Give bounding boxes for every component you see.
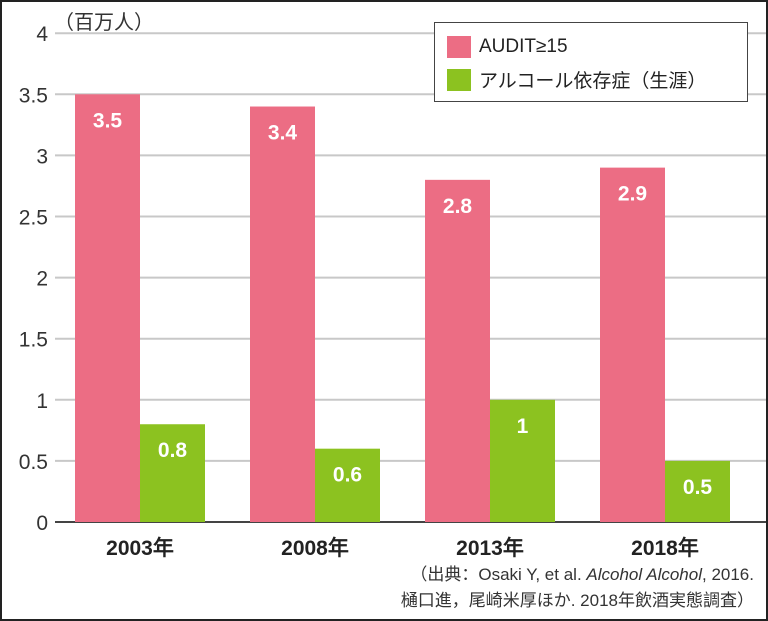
y-axis-unit: （百万人） [54,12,154,34]
bar [250,106,315,523]
x-tick-label: 2008年 [281,536,349,560]
bar [425,179,490,522]
data-label: 0.8 [158,439,188,462]
bar [75,94,140,523]
legend-swatch [447,68,471,91]
x-tick-label: 2018年 [631,536,699,560]
bar [140,424,205,522]
data-label: 3.4 [268,122,298,145]
bar [490,399,555,522]
data-label: 1 [517,415,529,438]
legend-swatch [447,36,471,58]
bar [600,167,665,522]
legend-label: アルコール依存症（生涯） [479,71,707,92]
y-tick-label: 2.5 [19,207,48,230]
y-tick-label: 4 [36,23,48,46]
data-label: 3.5 [93,109,123,132]
x-tick-label: 2003年 [106,536,174,560]
bar [665,460,730,522]
bar [315,448,380,522]
y-tick-label: 2 [36,268,48,291]
x-tick-label: 2013年 [456,536,524,560]
source-text: （出典：Osaki Y, et al. [410,565,587,584]
legend-item-audit: AUDIT≥15 [447,36,568,58]
data-label: 2.9 [618,183,647,206]
y-tick-label: 3.5 [19,84,48,107]
legend-item-dependence: アルコール依存症（生涯） [447,66,706,93]
y-tick-label: 0.5 [19,451,48,474]
source-journal: Alcohol Alcohol [586,565,702,584]
legend: AUDIT≥15 アルコール依存症（生涯） [434,22,748,102]
y-tick-label: 3 [36,145,48,168]
legend-label: AUDIT≥15 [479,36,568,57]
y-tick-label: 1.5 [19,329,48,352]
data-label: 0.6 [333,464,362,487]
data-label: 2.8 [443,195,473,218]
y-tick-label: 1 [36,390,48,413]
data-label: 0.5 [683,476,713,499]
source-text: , 2016. [702,565,754,584]
source-line-2: 樋口進，尾崎米厚ほか. 2018年飲酒実態調査） [400,591,754,610]
source-line-1: （出典：Osaki Y, et al. Alcohol Alcohol, 201… [410,560,754,585]
y-tick-label: 0 [36,512,48,535]
